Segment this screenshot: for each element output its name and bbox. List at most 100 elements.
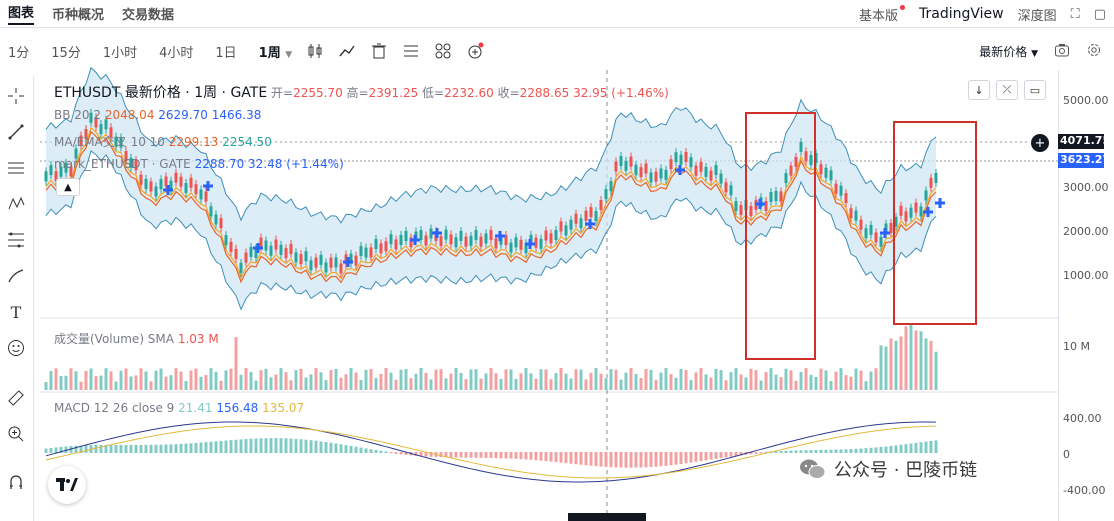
- ma-legend: MA/EMA交叉 10 10 2299.13 2254.50: [54, 135, 272, 149]
- tradingview-view-button[interactable]: TradingView: [918, 6, 1004, 22]
- volume-bar: [919, 331, 923, 390]
- candle-body: [64, 162, 68, 173]
- volume-bar: [579, 369, 583, 390]
- camera-icon[interactable]: [1054, 42, 1070, 61]
- volume-bar: [184, 381, 188, 390]
- volume-bar: [504, 369, 508, 390]
- volume-bar: [664, 368, 668, 390]
- macd-histogram-bar: [594, 452, 598, 467]
- price-type-select[interactable]: 最新价格 ▼: [979, 44, 1038, 59]
- macd-histogram-bar: [404, 452, 408, 455]
- macd-histogram-bar: [169, 444, 173, 453]
- volume-bar: [94, 376, 98, 390]
- highlight-box: [745, 112, 816, 360]
- add-alert-icon[interactable]: [466, 42, 484, 60]
- layout-grid-icon[interactable]: [434, 42, 452, 60]
- volume-bar: [369, 369, 373, 390]
- tab-coin-overview[interactable]: 币种概况: [52, 8, 105, 23]
- list-icon[interactable]: [402, 42, 420, 60]
- tab-chart[interactable]: 图表: [8, 2, 35, 25]
- text-tool-icon[interactable]: T: [10, 302, 22, 322]
- depth-chart-button[interactable]: 深度图: [1017, 8, 1057, 24]
- candle-body: [424, 235, 428, 246]
- interval-1m[interactable]: 1分: [8, 45, 30, 61]
- macd-histogram-bar: [474, 452, 478, 458]
- macd-histogram-bar: [439, 452, 443, 458]
- collapse-icon[interactable]: ⤫: [996, 80, 1018, 100]
- interval-1h[interactable]: 1小时: [102, 45, 138, 61]
- candle-body: [669, 159, 673, 170]
- interval-1w[interactable]: 1周 ▼: [258, 45, 293, 61]
- macd-histogram-bar: [79, 445, 83, 453]
- candle-body: [804, 151, 808, 162]
- macd-histogram-bar: [519, 452, 523, 460]
- candle-body: [344, 254, 348, 265]
- fib-icon[interactable]: [6, 230, 26, 250]
- volume-bar: [49, 371, 53, 390]
- candle-body: [694, 165, 698, 176]
- macd-histogram-bar: [339, 444, 343, 453]
- candle-body: [554, 230, 558, 241]
- pattern-icon[interactable]: [6, 194, 26, 214]
- maximize-icon[interactable]: ▢: [1093, 6, 1106, 22]
- volume-bar: [544, 369, 548, 390]
- candle-body: [174, 172, 178, 183]
- volume-bar: [639, 378, 643, 390]
- tab-trade-data[interactable]: 交易数据: [122, 8, 175, 23]
- interval-15m[interactable]: 15分: [51, 45, 81, 61]
- collapse-legend-button[interactable]: ▲: [56, 178, 80, 196]
- volume-bar: [699, 368, 703, 390]
- horizontal-lines-icon[interactable]: [6, 158, 26, 178]
- magnet-icon[interactable]: [6, 472, 26, 492]
- ruler-icon[interactable]: [6, 388, 26, 408]
- macd-histogram-bar: [344, 445, 348, 453]
- candle-body: [394, 239, 398, 250]
- maximize-pane-icon[interactable]: ▭: [1024, 80, 1046, 100]
- crosshair-icon[interactable]: [6, 86, 26, 106]
- candle-body: [639, 167, 643, 178]
- volume-bar: [604, 378, 608, 390]
- interval-1d[interactable]: 1日: [215, 45, 237, 61]
- fullscreen-icon[interactable]: ⛶: [1070, 6, 1080, 22]
- delete-icon[interactable]: [370, 42, 388, 60]
- candle-body: [259, 237, 263, 248]
- settings-icon[interactable]: [1086, 42, 1102, 61]
- indicators-icon[interactable]: [338, 42, 356, 60]
- candle-body: [119, 137, 123, 148]
- candle-body: [714, 165, 718, 176]
- emoji-icon[interactable]: [6, 338, 26, 358]
- macd-histogram-bar: [84, 445, 88, 453]
- price-scale[interactable]: 5000.00 3000.00 2000.00 1000.00 10 M 400…: [1058, 70, 1114, 521]
- macd-histogram-bar: [149, 444, 153, 453]
- macd-histogram-bar: [499, 452, 503, 459]
- candle-body: [784, 173, 788, 184]
- candle-body: [349, 253, 353, 264]
- macd-histogram-bar: [49, 447, 53, 453]
- interval-4h[interactable]: 4小时: [159, 45, 194, 61]
- macd-histogram-bar: [129, 444, 133, 453]
- brush-icon[interactable]: [6, 266, 26, 286]
- trend-line-icon[interactable]: [6, 122, 26, 142]
- macd-histogram-bar: [679, 452, 683, 464]
- macd-histogram-bar: [539, 452, 543, 461]
- add-price-line-icon[interactable]: +: [1031, 134, 1049, 152]
- scroll-handle[interactable]: [568, 513, 646, 521]
- macd-histogram-bar: [164, 444, 168, 453]
- macd-histogram-bar: [114, 444, 118, 453]
- macd-histogram-bar: [389, 452, 393, 454]
- candle-body: [84, 128, 88, 139]
- candle-body: [89, 112, 93, 123]
- candle-type-icon[interactable]: [306, 42, 324, 60]
- macd-histogram-bar: [669, 452, 673, 466]
- basic-view-button[interactable]: 基本版: [859, 4, 905, 24]
- macd-histogram-bar: [189, 443, 193, 453]
- candle-body: [509, 242, 513, 253]
- zoom-in-icon[interactable]: [6, 424, 26, 444]
- candle-body: [899, 205, 903, 216]
- candle-body: [284, 248, 288, 259]
- volume-bar: [99, 375, 103, 390]
- candle-body: [449, 234, 453, 245]
- macd-histogram-bar: [869, 447, 873, 453]
- arrow-down-icon[interactable]: ↓: [968, 80, 990, 100]
